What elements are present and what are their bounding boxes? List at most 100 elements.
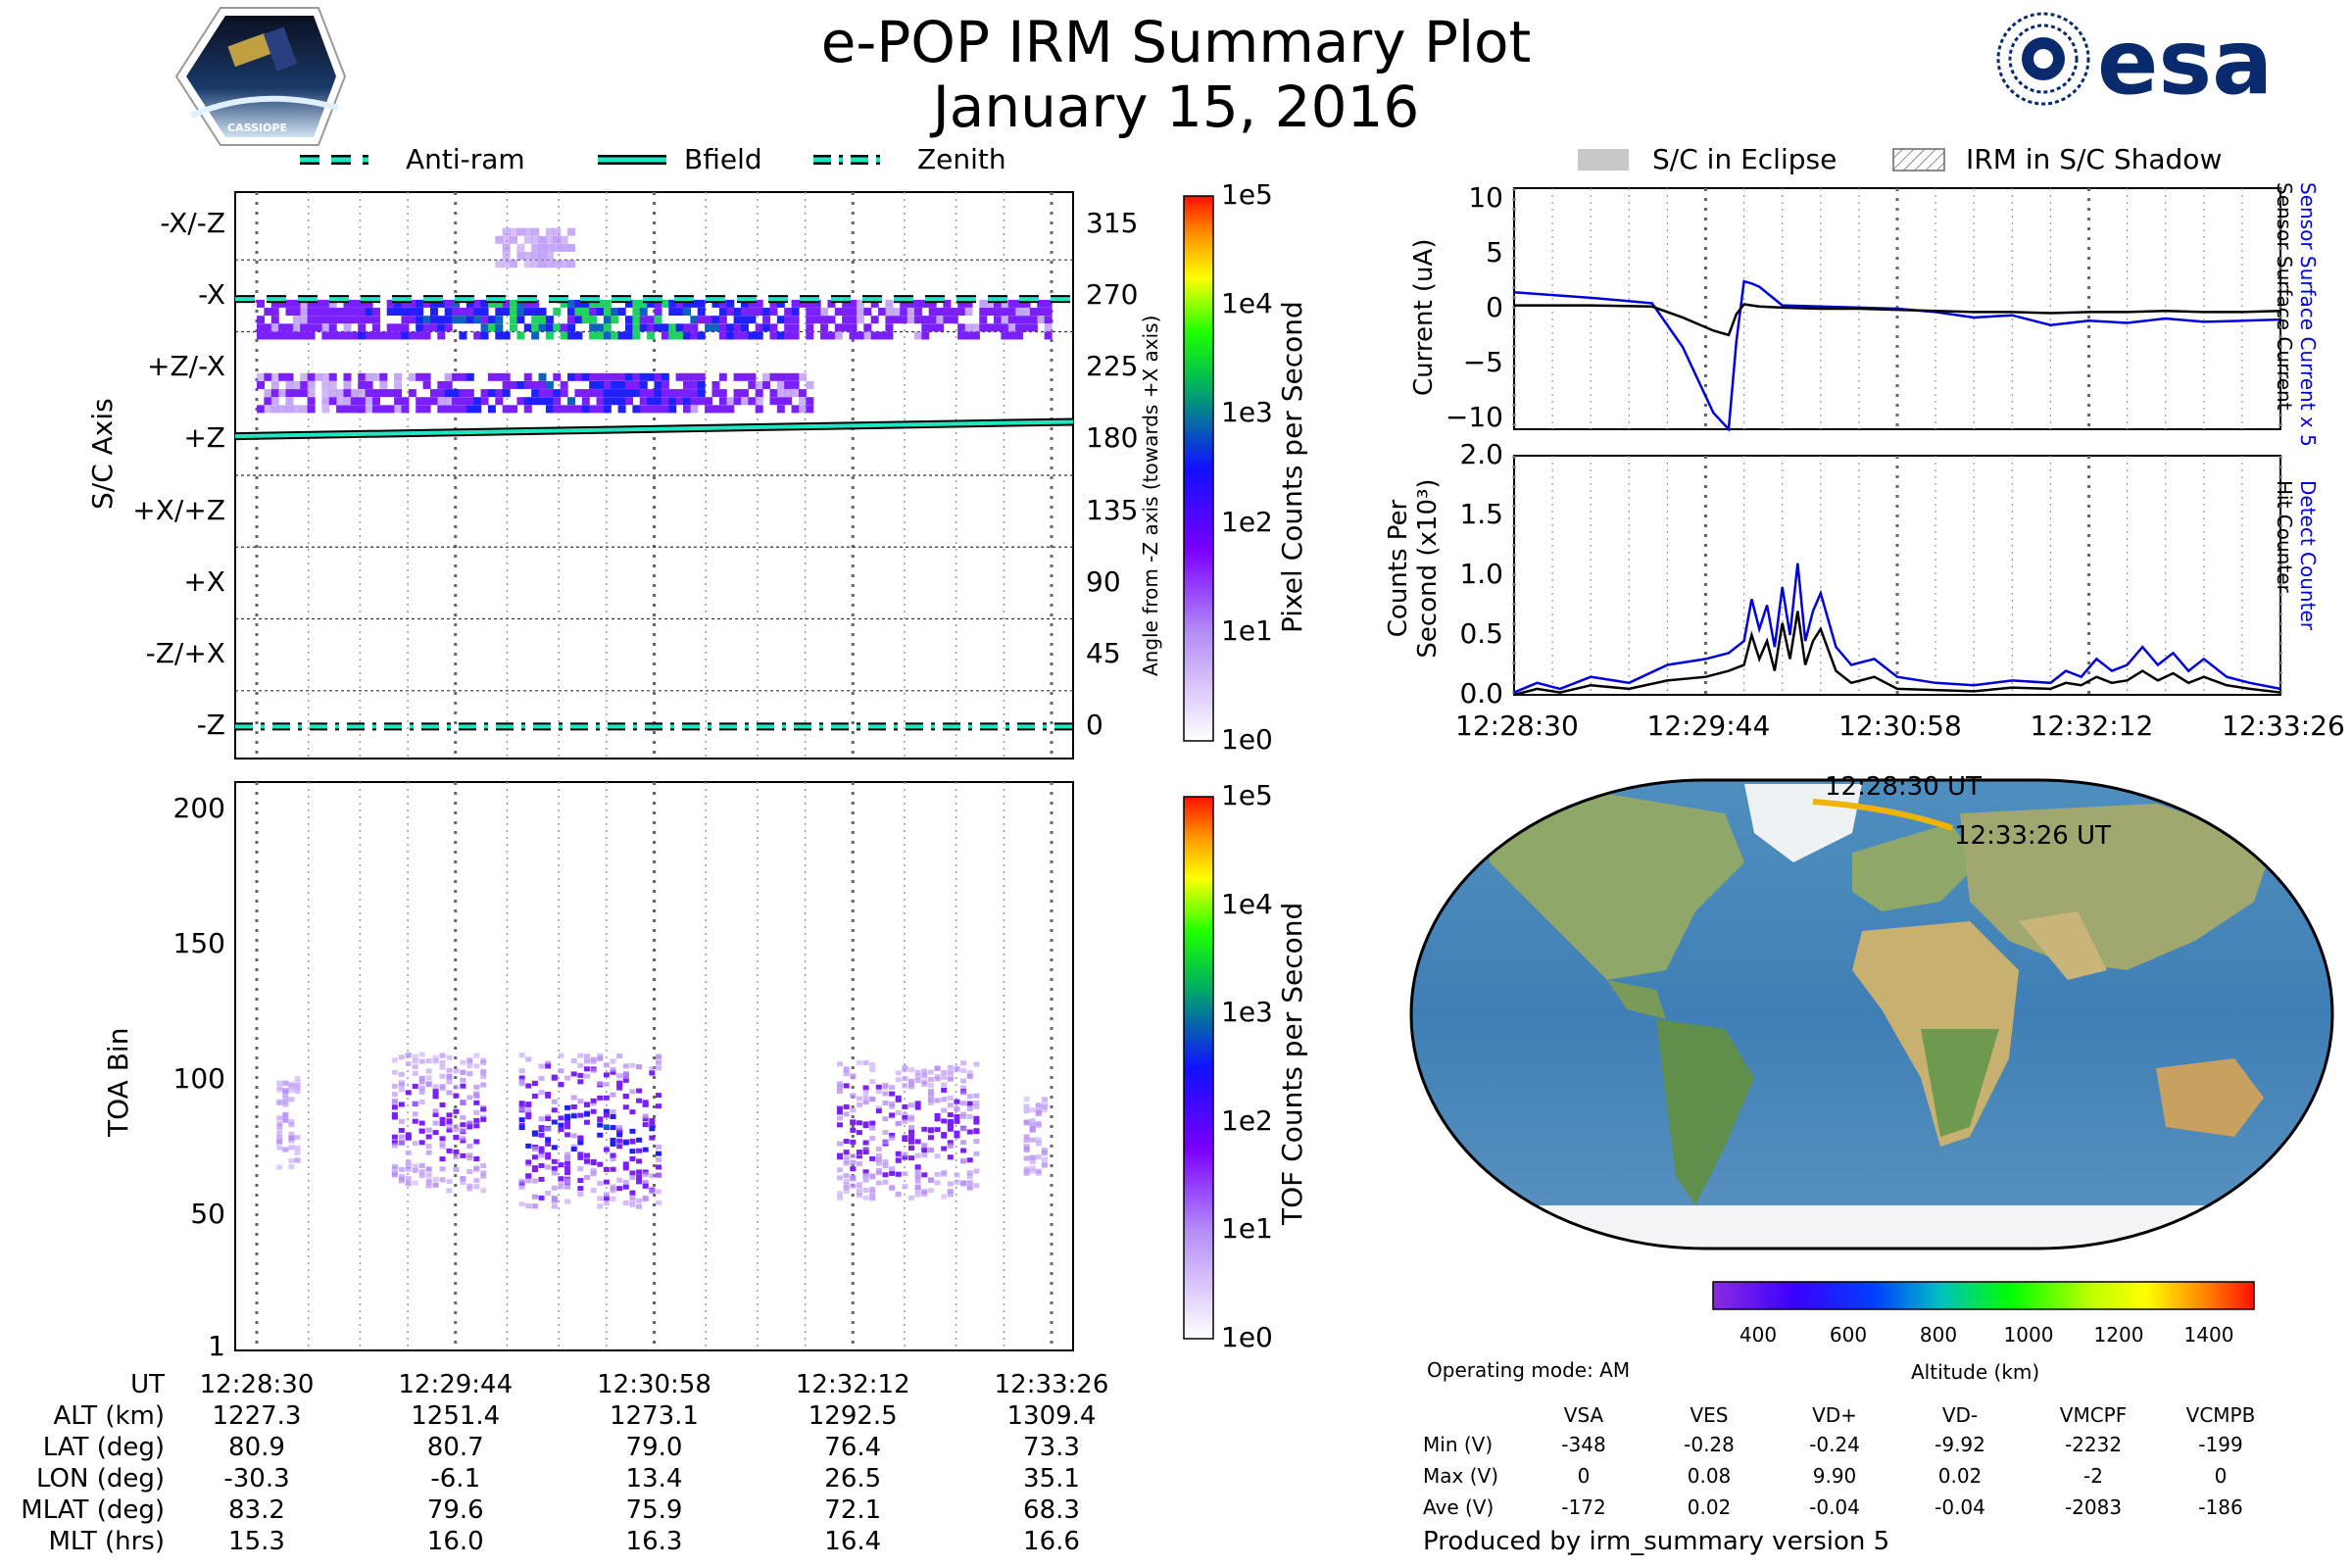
p1-heat-cell bbox=[784, 380, 793, 389]
p2-heat-cell bbox=[934, 1180, 941, 1186]
p1-heat-cell bbox=[647, 405, 656, 414]
p2-heat-cell bbox=[564, 1199, 571, 1204]
p1-heat-cell bbox=[647, 389, 656, 398]
p2-heat-cell bbox=[276, 1115, 283, 1121]
p2-heat-cell bbox=[895, 1095, 902, 1101]
p2-heat-cell bbox=[1023, 1146, 1030, 1152]
p1-heat-cell bbox=[820, 323, 829, 332]
p2-heat-cell bbox=[564, 1113, 571, 1119]
p1-heat-cell bbox=[292, 405, 301, 414]
p2-heat-cell bbox=[558, 1184, 564, 1190]
p1-heat-cell bbox=[913, 299, 922, 308]
p1-heat-cell bbox=[625, 331, 634, 340]
p2-heat-cell bbox=[480, 1188, 487, 1194]
p1-heat-cell bbox=[705, 405, 713, 414]
p2-heat-cell bbox=[564, 1120, 571, 1126]
p2-heat-cell bbox=[418, 1076, 425, 1082]
p2-heat-cell bbox=[882, 1130, 889, 1136]
p2-heat-cell bbox=[425, 1178, 432, 1184]
p1-heat-cell bbox=[812, 308, 821, 317]
p1-heat-cell bbox=[769, 299, 778, 308]
p1-heat-cell bbox=[452, 308, 461, 317]
p1-heat-cell bbox=[365, 331, 373, 340]
p2-heat-cell bbox=[282, 1147, 289, 1152]
p1-heat-cell bbox=[257, 331, 265, 340]
p1-heat-cell bbox=[784, 331, 793, 340]
p2-heat-cell bbox=[538, 1146, 545, 1152]
p2-heat-cell bbox=[850, 1120, 857, 1126]
p2-heat-cell bbox=[902, 1064, 908, 1070]
p2-heat-cell bbox=[947, 1064, 954, 1070]
p1-heat-cell bbox=[581, 389, 590, 398]
p1-heat-cell bbox=[994, 299, 1003, 308]
p1-heat-cell bbox=[292, 316, 301, 324]
ut-cell: 12:33:26 bbox=[994, 1370, 1109, 1399]
p2-heat-cell bbox=[889, 1113, 896, 1119]
p3-ytick: 10 bbox=[1468, 181, 1503, 215]
p1-heat-cell bbox=[545, 243, 554, 252]
p1-heat-cell bbox=[617, 397, 626, 406]
p2-heat-cell bbox=[629, 1138, 636, 1144]
p1-heat-cell bbox=[589, 308, 598, 317]
p1-heat-cell bbox=[307, 331, 316, 340]
p1-heat-cell bbox=[740, 372, 749, 381]
p2-heat-cell bbox=[954, 1133, 960, 1139]
p2-heat-cell bbox=[862, 1095, 869, 1101]
p2-heat-cell bbox=[1029, 1168, 1036, 1174]
p2-heat-cell bbox=[480, 1074, 487, 1080]
p1-heat-cell bbox=[957, 331, 966, 340]
p1-heat-cell bbox=[495, 389, 504, 398]
p2-heat-cell bbox=[927, 1177, 934, 1183]
p2-heat-cell bbox=[473, 1093, 480, 1099]
p1-heat-cell bbox=[733, 316, 742, 324]
p2-heat-cell bbox=[960, 1148, 967, 1153]
p2-heat-cell bbox=[282, 1087, 289, 1093]
p1-heat-cell bbox=[328, 323, 337, 332]
p1-heat-cell bbox=[495, 397, 504, 406]
p1-heat-cell bbox=[682, 405, 691, 414]
p1-heat-cell bbox=[437, 316, 446, 324]
p1-heat-cell bbox=[711, 299, 720, 308]
p2-heat-cell bbox=[914, 1185, 921, 1191]
p2-heat-cell bbox=[466, 1095, 473, 1101]
voltage-cell: -199 bbox=[2198, 1433, 2243, 1456]
p2-heat-cell bbox=[616, 1080, 623, 1086]
p2-heat-cell bbox=[850, 1183, 857, 1189]
p1-heat-cell bbox=[401, 405, 410, 414]
p1-heat-cell bbox=[495, 316, 504, 324]
p1-heat-cell bbox=[574, 316, 583, 324]
p2-heat-cell bbox=[636, 1203, 643, 1209]
p2-heat-cell bbox=[610, 1125, 616, 1131]
p2-heat-cell bbox=[460, 1129, 466, 1135]
p1-heat-cell bbox=[408, 299, 416, 308]
p2-heat-cell bbox=[391, 1163, 398, 1169]
ut-cell: 12:30:58 bbox=[597, 1370, 711, 1399]
p1-heat-cell bbox=[718, 331, 727, 340]
p2-heat-cell bbox=[642, 1147, 649, 1152]
p2-heat-cell bbox=[597, 1081, 604, 1087]
p1-heat-cell bbox=[849, 299, 858, 308]
p1-heat-cell bbox=[617, 308, 626, 317]
p2-heat-cell bbox=[1023, 1148, 1030, 1153]
p2-heat-cell bbox=[439, 1177, 446, 1183]
p2-heat-cell bbox=[902, 1135, 908, 1141]
p2-heat-cell bbox=[558, 1115, 564, 1121]
p2-heat-cell bbox=[531, 1147, 538, 1152]
p1-heat-cell bbox=[682, 323, 691, 332]
p1-heat-cell bbox=[567, 397, 576, 406]
p2-heat-cell bbox=[927, 1069, 934, 1075]
p2-heat-cell bbox=[564, 1152, 571, 1157]
p2-heat-cell bbox=[603, 1125, 610, 1131]
ut-cell: 13.4 bbox=[625, 1464, 683, 1494]
p1-heat-cell bbox=[343, 299, 352, 308]
p2-heat-cell bbox=[590, 1098, 597, 1103]
p2-heat-cell bbox=[895, 1070, 902, 1076]
p2-heat-cell bbox=[466, 1057, 473, 1063]
p4-xtick: 12:33:26 bbox=[2222, 710, 2345, 742]
p2-heat-cell bbox=[460, 1152, 466, 1158]
p2-heat-cell bbox=[941, 1146, 948, 1152]
p1-heat-cell bbox=[733, 323, 742, 332]
p4-xtick: 12:29:44 bbox=[1646, 710, 1771, 742]
p1-heat-cell bbox=[798, 372, 807, 381]
p1-heat-cell bbox=[986, 308, 995, 317]
